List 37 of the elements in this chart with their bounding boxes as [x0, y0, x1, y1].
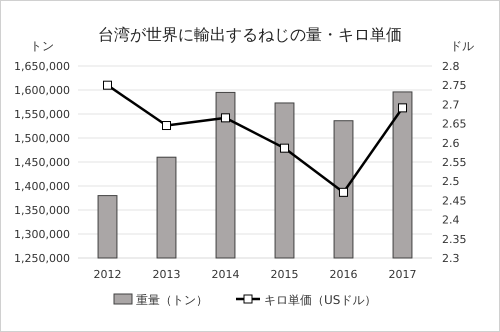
- y2-tick-label: 2.55: [442, 156, 466, 169]
- y2-tick-label: 2.3: [442, 252, 460, 265]
- y2-tick-label: 2.45: [442, 194, 466, 208]
- y2-tick-label: 2.7: [442, 98, 460, 112]
- y2-tick-label: 2.6: [442, 136, 460, 150]
- point: [280, 144, 289, 153]
- point: [221, 113, 230, 122]
- y-tick-label: 1,350,000: [14, 204, 70, 217]
- y-tick-label: 1,550,000: [14, 108, 70, 121]
- y-tick-label: 1,300,000: [14, 228, 70, 241]
- x-tick-label: 2012: [94, 268, 122, 281]
- y-tick-label: 1,650,000: [14, 60, 70, 73]
- y-axis-title: トン: [30, 39, 54, 53]
- point: [103, 80, 112, 90]
- y2-tick-label: 2.8: [442, 60, 460, 73]
- y-tick-label: 1,450,000: [14, 156, 70, 169]
- y-tick-label: 1,600,000: [14, 84, 70, 97]
- point: [339, 188, 348, 197]
- x-tick-label: 2016: [330, 268, 358, 281]
- y2-tick-label: 2.5: [442, 175, 460, 188]
- legend-label: 重量（トン）: [136, 293, 208, 307]
- y-tick-label: 1,400,000: [14, 180, 70, 193]
- x-tick-label: 2013: [152, 268, 180, 281]
- x-tick-label: 2014: [212, 268, 240, 281]
- y2-axis-title: ドル: [450, 39, 474, 53]
- chart-title: 台湾が世界に輸出するねじの量・キロ単価: [98, 25, 402, 44]
- y2-tick-label: 2.75: [442, 79, 466, 92]
- y2-tick-label: 2.35: [442, 232, 466, 246]
- y-tick-label: 1,500,000: [14, 132, 70, 145]
- legend-label: キロ単価（USドル）: [264, 293, 376, 307]
- y2-tick-label: 2.65: [442, 118, 466, 131]
- y-tick-label: 1,250,000: [14, 252, 70, 265]
- y2-tick-label: 2.4: [442, 214, 460, 227]
- point: [398, 103, 407, 112]
- x-tick-label: 2017: [388, 268, 416, 281]
- point: [162, 121, 171, 130]
- x-tick-label: 2015: [270, 268, 298, 281]
